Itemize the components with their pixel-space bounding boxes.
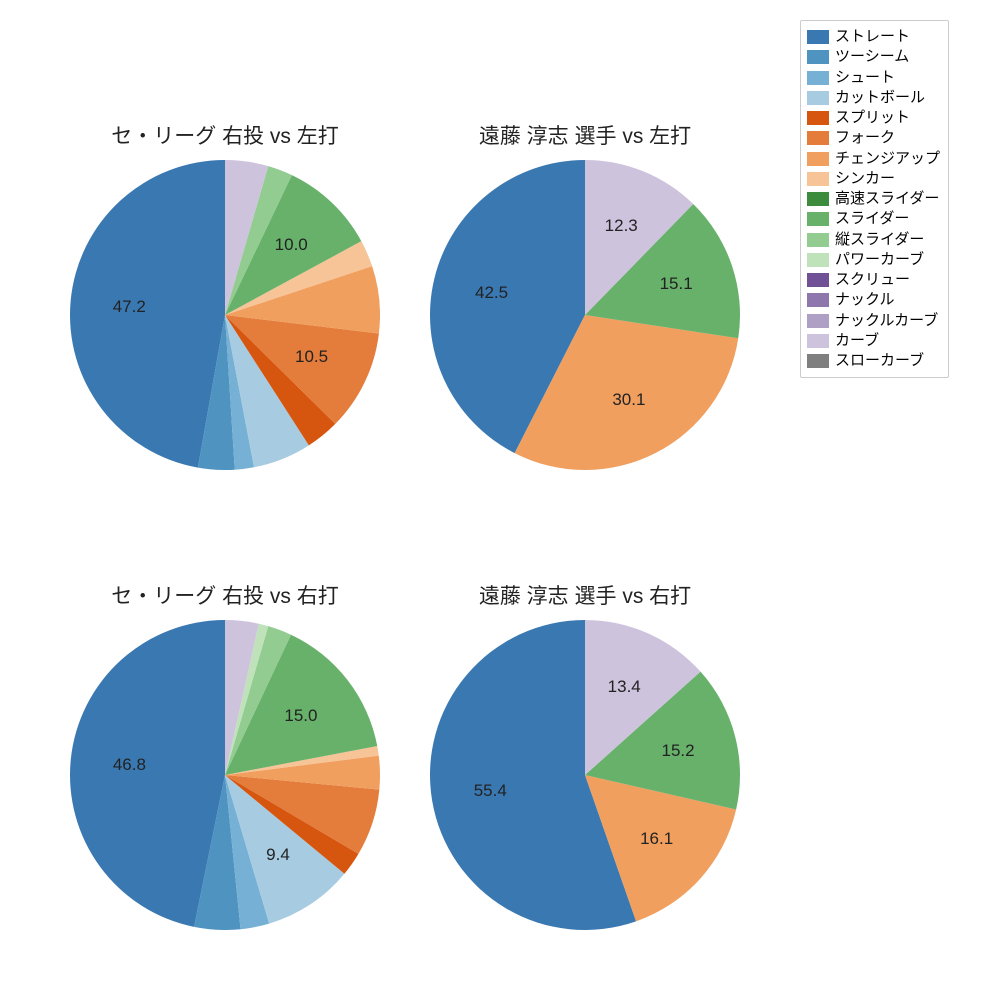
pie-label-straight: 42.5 bbox=[475, 283, 508, 303]
pie-endo_vs_rhb bbox=[430, 620, 740, 930]
pie-slice-straight bbox=[70, 620, 225, 927]
legend-item-knuckle_curve: ナックルカーブ bbox=[807, 311, 940, 331]
legend-item-slow_curve: スローカーブ bbox=[807, 351, 940, 371]
legend-swatch-sinker bbox=[807, 172, 829, 186]
legend-label-slider: スライダー bbox=[835, 209, 909, 229]
legend-label-changeup: チェンジアップ bbox=[835, 149, 940, 169]
legend-label-slow_curve: スローカーブ bbox=[835, 351, 924, 371]
legend-label-fast_slider: 高速スライダー bbox=[835, 189, 939, 209]
pie-label-slider: 15.0 bbox=[284, 706, 317, 726]
legend-swatch-changeup bbox=[807, 152, 829, 166]
legend-label-knuckle_curve: ナックルカーブ bbox=[835, 311, 938, 331]
legend-swatch-screw bbox=[807, 273, 829, 287]
legend-label-sinker: シンカー bbox=[835, 169, 895, 189]
subplot-cl_rhp_vs_lhb: セ・リーグ 右投 vs 左打47.210.510.0 bbox=[70, 160, 380, 470]
subplot-endo_vs_rhb: 遠藤 淳志 選手 vs 右打55.416.115.213.4 bbox=[430, 620, 740, 930]
legend-label-v_slider: 縦スライダー bbox=[835, 230, 924, 250]
pie-slice-straight bbox=[70, 160, 225, 468]
chart-area: セ・リーグ 右投 vs 左打 47.2 10.5 10.0 遠藤 淳志 選手 vs 左打… bbox=[0, 0, 1000, 1000]
legend-label-power_curve: パワーカーブ bbox=[835, 250, 924, 270]
legend-item-changeup: チェンジアップ bbox=[807, 149, 940, 169]
legend-item-screw: スクリュー bbox=[807, 270, 940, 290]
pie-label-curve: 13.4 bbox=[608, 677, 641, 697]
legend-item-sinker: シンカー bbox=[807, 169, 940, 189]
legend-label-fork: フォーク bbox=[835, 128, 895, 148]
legend-item-curve: カーブ bbox=[807, 331, 940, 351]
legend-swatch-split bbox=[807, 111, 829, 125]
legend: ストレートツーシームシュートカットボールスプリットフォークチェンジアップシンカー… bbox=[800, 20, 949, 378]
legend-swatch-knuckle bbox=[807, 293, 829, 307]
legend-label-knuckle: ナックル bbox=[835, 290, 895, 310]
legend-item-fast_slider: 高速スライダー bbox=[807, 189, 940, 209]
pie-label-slider: 15.2 bbox=[662, 741, 695, 761]
subplot-title-cl_rhp_vs_lhb: セ・リーグ 右投 vs 左打 bbox=[70, 120, 380, 150]
subplot-title-endo_vs_lhb: 遠藤 淳志 選手 vs 左打 bbox=[430, 120, 740, 150]
legend-label-shoot: シュート bbox=[835, 68, 895, 88]
pie-label-changeup: 30.1 bbox=[612, 390, 645, 410]
legend-item-split: スプリット bbox=[807, 108, 940, 128]
subplot-endo_vs_lhb: 遠藤 淳志 選手 vs 左打42.530.115.112.3 bbox=[430, 160, 740, 470]
subplot-title-endo_vs_rhb: 遠藤 淳志 選手 vs 右打 bbox=[430, 580, 740, 610]
legend-swatch-two_seam bbox=[807, 50, 829, 64]
legend-label-two_seam: ツーシーム bbox=[835, 47, 909, 67]
legend-swatch-knuckle_curve bbox=[807, 314, 829, 328]
legend-swatch-curve bbox=[807, 334, 829, 348]
legend-item-shoot: シュート bbox=[807, 68, 940, 88]
legend-swatch-cutball bbox=[807, 91, 829, 105]
legend-swatch-v_slider bbox=[807, 233, 829, 247]
legend-swatch-slow_curve bbox=[807, 354, 829, 368]
legend-item-fork: フォーク bbox=[807, 128, 940, 148]
pie-label-slider: 10.0 bbox=[275, 235, 308, 255]
subplot-cl_rhp_vs_rhb: セ・リーグ 右投 vs 右打46.89.415.0 bbox=[70, 620, 380, 930]
legend-item-power_curve: パワーカーブ bbox=[807, 250, 940, 270]
legend-label-curve: カーブ bbox=[835, 331, 879, 351]
legend-item-knuckle: ナックル bbox=[807, 290, 940, 310]
legend-swatch-power_curve bbox=[807, 253, 829, 267]
legend-item-straight: ストレート bbox=[807, 27, 940, 47]
legend-item-v_slider: 縦スライダー bbox=[807, 230, 940, 250]
legend-label-split: スプリット bbox=[835, 108, 910, 128]
pie-label-changeup: 16.1 bbox=[640, 829, 673, 849]
pie-label-curve: 12.3 bbox=[605, 216, 638, 236]
legend-item-slider: スライダー bbox=[807, 209, 940, 229]
legend-swatch-straight bbox=[807, 30, 829, 44]
pie-label-slider: 15.1 bbox=[660, 274, 693, 294]
pie-label-straight: 46.8 bbox=[113, 755, 146, 775]
pie-label-straight: 55.4 bbox=[474, 781, 507, 801]
legend-swatch-fork bbox=[807, 131, 829, 145]
pie-label-straight: 47.2 bbox=[113, 297, 146, 317]
legend-swatch-shoot bbox=[807, 71, 829, 85]
legend-swatch-fast_slider bbox=[807, 192, 829, 206]
legend-swatch-slider bbox=[807, 212, 829, 226]
pie-label-cutball: 9.4 bbox=[266, 845, 290, 865]
legend-label-cutball: カットボール bbox=[835, 88, 925, 108]
legend-item-two_seam: ツーシーム bbox=[807, 47, 940, 67]
legend-item-cutball: カットボール bbox=[807, 88, 940, 108]
pie-endo_vs_lhb bbox=[430, 160, 740, 470]
legend-label-straight: ストレート bbox=[835, 27, 910, 47]
legend-label-screw: スクリュー bbox=[835, 270, 910, 290]
subplot-title-cl_rhp_vs_rhb: セ・リーグ 右投 vs 右打 bbox=[70, 580, 380, 610]
pie-label-fork: 10.5 bbox=[295, 347, 328, 367]
